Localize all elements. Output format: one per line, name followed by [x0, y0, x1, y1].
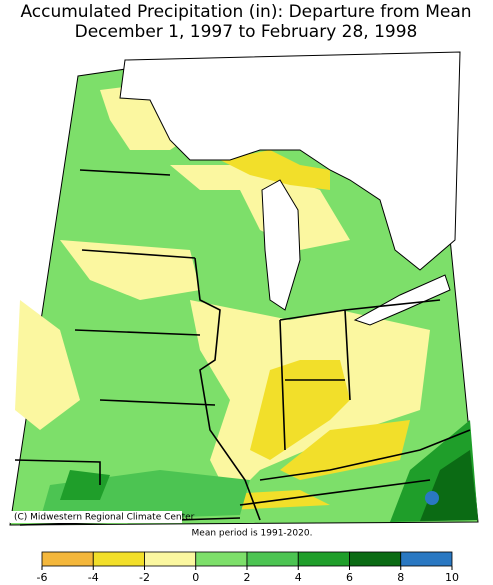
dry-area: [250, 360, 350, 460]
colorbar-swatch: [41, 551, 94, 567]
dry-area: [15, 300, 80, 430]
colorbar-swatch: [246, 551, 299, 567]
title: Accumulated Precipitation (in): Departur…: [20, 2, 471, 22]
colorbar-swatch: [400, 551, 453, 567]
colorbar-swatch: [144, 551, 197, 567]
credit: (C) Midwestern Regional Climate Center: [14, 513, 195, 523]
mean-note: Mean period is 1991-2020.: [192, 529, 313, 539]
wet-area: [425, 491, 439, 505]
colorbar-tick-label: 10: [445, 571, 459, 584]
wet-area: [60, 470, 110, 500]
colorbar-tick-label: 0: [192, 571, 199, 584]
credit-box: [10, 511, 182, 523]
colorbar-swatch: [92, 551, 145, 567]
colorbar-swatch: [297, 551, 350, 567]
dry-area: [60, 240, 200, 300]
colorbar-tick-label: 6: [346, 571, 353, 584]
dry-area: [220, 150, 330, 190]
dry-area: [280, 420, 410, 480]
lake-erie: [353, 274, 451, 326]
colorbar: -6 -4 -2 0 2 4 6 8 10: [37, 551, 459, 584]
colorbar-tick-label: 8: [397, 571, 404, 584]
lake-michigan: [261, 179, 301, 311]
colorbar-tick-label: 4: [295, 571, 302, 584]
subtitle: December 1, 1997 to February 28, 1998: [75, 22, 418, 42]
colorbar-tick-label: -4: [88, 571, 99, 584]
colorbar-swatch: [349, 551, 402, 567]
colorbar-swatch: [195, 551, 248, 567]
map: (C) Midwestern Regional Climate Center: [9, 51, 479, 526]
canada-lakes: [119, 51, 461, 271]
colorbar-tick-label: -2: [139, 571, 150, 584]
colorbar-tick-label: 2: [244, 571, 251, 584]
colorbar-tick-label: -6: [37, 571, 48, 584]
